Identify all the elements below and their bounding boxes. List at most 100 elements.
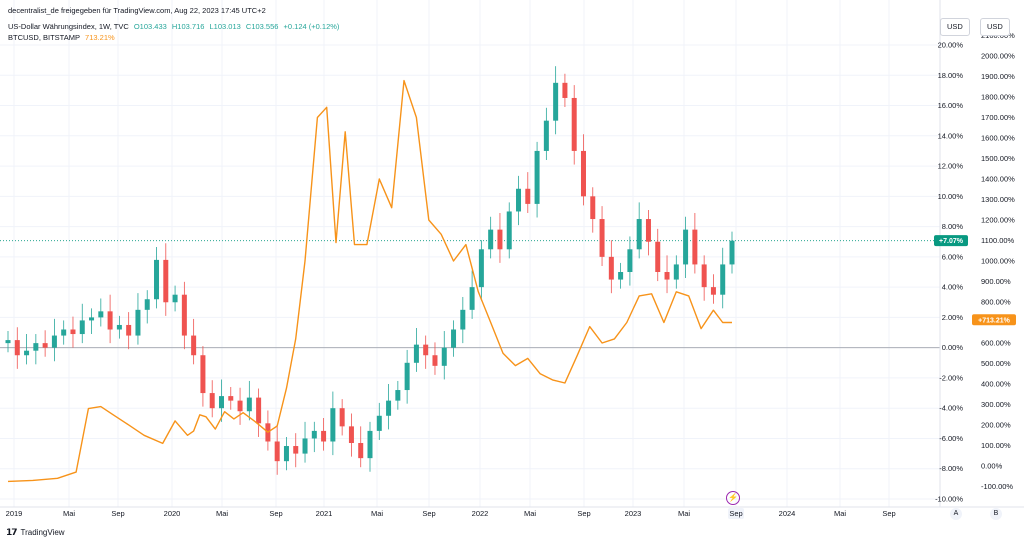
- left-price-axis: 20.00% 18.00% 16.00% 14.00% 12.00% 10.00% 8.00…: [935, 0, 963, 507]
- candle-body: [321, 430, 327, 442]
- candle-body: [256, 397, 262, 424]
- right-axis-tick-label: 1900.00%: [981, 72, 1015, 81]
- right-axis-tick-label: 600.00%: [981, 339, 1011, 348]
- time-axis-label: Mai: [63, 509, 75, 518]
- published-by-line: decentralist_de freigegeben für TradingV…: [8, 6, 266, 15]
- right-axis-tick-label: 200.00%: [981, 421, 1011, 430]
- candle-body: [562, 82, 568, 98]
- time-axis-label: 2022: [472, 509, 489, 518]
- second-symbol-name: BTCUSD, BITSTAMP: [8, 33, 80, 42]
- time-axis-label: Sep: [577, 509, 590, 518]
- candle-body: [51, 335, 57, 348]
- candle-body: [5, 340, 11, 344]
- candle-body: [107, 311, 113, 330]
- right-scale-currency-button[interactable]: USD: [980, 18, 1010, 36]
- candle-body: [154, 259, 160, 300]
- candle-body: [89, 317, 95, 321]
- candle-body: [413, 344, 419, 363]
- left-axis-tick-label: 4.00%: [942, 283, 964, 292]
- candle-body: [636, 219, 642, 250]
- candle-body: [70, 329, 76, 335]
- time-axis-label: 2024: [779, 509, 796, 518]
- candle-body: [683, 229, 689, 265]
- candle-body: [274, 441, 280, 462]
- right-axis-tick-label: 1200.00%: [981, 216, 1015, 225]
- candle-body: [61, 329, 67, 336]
- right-axis-tick-label: 0.00%: [981, 462, 1003, 471]
- low-value: L103.013: [209, 22, 241, 31]
- candle-body: [376, 415, 382, 431]
- candle-body: [720, 264, 726, 295]
- time-axis-label: 2020: [164, 509, 181, 518]
- candle-body: [228, 396, 234, 401]
- left-axis-tick-label: 20.00%: [938, 41, 964, 50]
- main-symbol-legend[interactable]: US-Dollar Währungsindex, 1W, TVC O103.43…: [8, 22, 342, 32]
- right-axis-tick-label: 1400.00%: [981, 175, 1015, 184]
- last-value-badge-text: +7.07%: [939, 238, 964, 245]
- candle-body: [144, 299, 150, 310]
- time-axis-label: Sep: [269, 509, 282, 518]
- candle-body: [358, 443, 364, 459]
- candle-body: [478, 249, 484, 288]
- candle-body: [42, 343, 48, 348]
- candle-body: [710, 287, 716, 295]
- candle-body: [237, 400, 243, 412]
- candle-body: [701, 264, 707, 288]
- candle-body: [367, 430, 373, 459]
- auto-scale-button[interactable]: A: [950, 508, 962, 520]
- change-value: +0.124 (+0.12%): [283, 22, 340, 31]
- tradingview-logo-icon: 𝟭𝟳: [6, 527, 17, 537]
- left-scale-currency-button[interactable]: USD: [940, 18, 970, 36]
- second-symbol-legend[interactable]: BTCUSD, BITSTAMP 713.21%: [8, 33, 118, 43]
- candle-body: [673, 264, 679, 280]
- candle-body: [608, 256, 614, 280]
- time-axis-label: 2023: [625, 509, 642, 518]
- candle-body: [497, 229, 503, 250]
- right-axis-tick-label: 100.00%: [981, 441, 1011, 450]
- last-value-badge: [972, 314, 1016, 326]
- candle-body: [580, 150, 586, 197]
- candle-body: [116, 324, 122, 330]
- btc-line-series: [7, 79, 732, 483]
- left-axis-tick-label: 2.00%: [942, 313, 964, 322]
- left-axis-tick-label: 18.00%: [938, 71, 964, 80]
- left-axis-tick-label: 16.00%: [938, 101, 964, 110]
- candle-body: [24, 350, 30, 356]
- time-axis-label: Sep: [111, 509, 124, 518]
- right-axis-tick-label: -100.00%: [981, 482, 1013, 491]
- candle-body: [246, 397, 252, 412]
- current-date-highlight: [728, 508, 744, 519]
- right-axis-tick-label: 1000.00%: [981, 257, 1015, 266]
- high-value: H103.716: [171, 22, 205, 31]
- time-axis-label: 2019: [6, 509, 23, 518]
- right-axis-tick-label: 500.00%: [981, 359, 1011, 368]
- b-button[interactable]: B: [990, 508, 1002, 520]
- last-value-badges: +7.07% +713.21%: [934, 235, 1016, 326]
- right-axis-tick-label: 1500.00%: [981, 154, 1015, 163]
- dxy-candlestick-series: [5, 66, 735, 475]
- right-axis-tick-label: 1100.00%: [981, 236, 1015, 245]
- candle-body: [655, 241, 661, 272]
- candle-body: [33, 343, 39, 351]
- open-value: O103.433: [133, 22, 167, 31]
- right-price-axis: 2100.00%2000.00%1900.00%1800.00%1700.00%…: [981, 31, 1015, 491]
- candle-body: [423, 344, 429, 356]
- time-axis-label: 2021: [316, 509, 333, 518]
- right-axis-tick-label: 1600.00%: [981, 134, 1015, 143]
- event-lightning-icon[interactable]: ⚡: [726, 491, 740, 505]
- candle-body: [218, 396, 224, 409]
- candle-body: [339, 408, 345, 427]
- main-symbol-name: US-Dollar Währungsindex, 1W, TVC: [8, 22, 129, 31]
- second-symbol-value: 713.21%: [85, 33, 115, 42]
- candle-body: [469, 287, 475, 310]
- candle-body: [525, 188, 531, 204]
- candle-body: [126, 324, 132, 336]
- candle-body: [729, 240, 735, 265]
- candle-body: [460, 309, 466, 330]
- close-value: C103.556: [245, 22, 279, 31]
- grid-lines: [0, 0, 940, 507]
- time-axis-label: Mai: [524, 509, 536, 518]
- candle-body: [386, 400, 392, 416]
- candle-body: [172, 294, 178, 303]
